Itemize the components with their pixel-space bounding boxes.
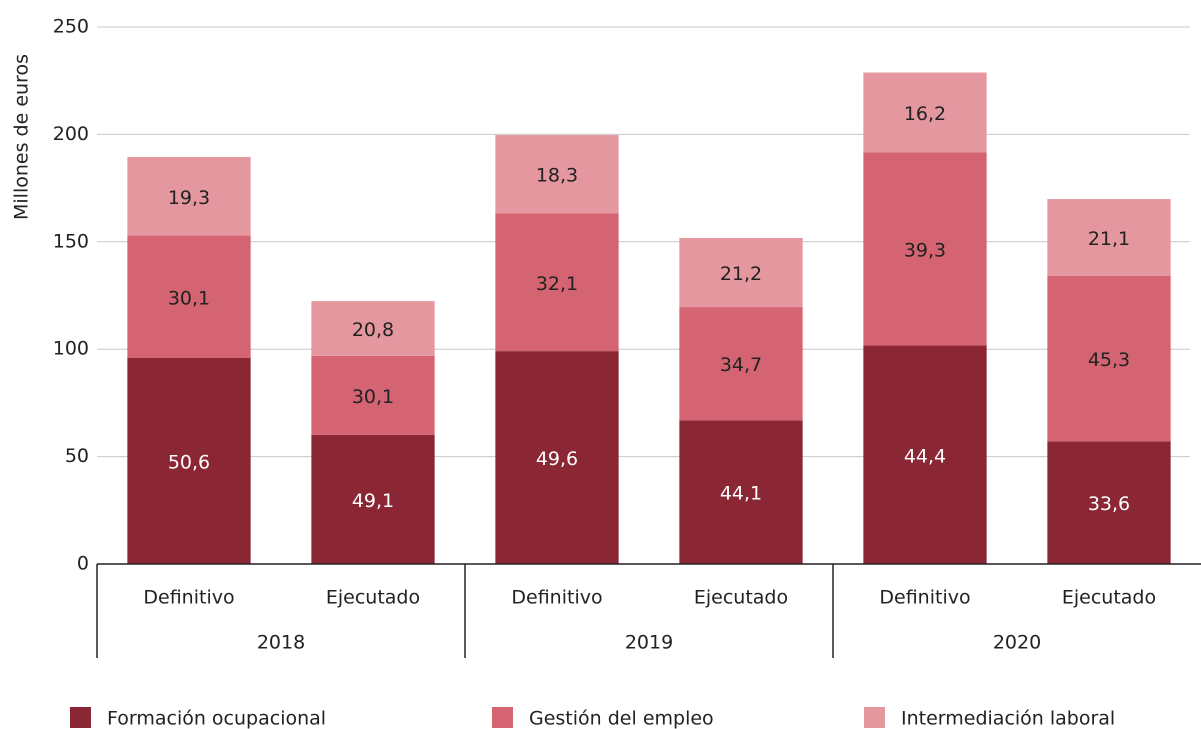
group-label: 2018 bbox=[257, 632, 305, 654]
bar-segment bbox=[1047, 441, 1171, 564]
legend-swatch bbox=[70, 707, 91, 728]
data-label: 21,2 bbox=[720, 263, 762, 285]
data-label: 16,2 bbox=[904, 103, 946, 125]
data-label: 19,3 bbox=[168, 187, 210, 209]
legend-swatch bbox=[864, 707, 885, 728]
bar-segment bbox=[679, 237, 803, 308]
group-label: 2020 bbox=[993, 632, 1041, 654]
y-tick-label: 0 bbox=[77, 553, 89, 575]
data-label: 49,6 bbox=[536, 448, 578, 470]
group-label: 2019 bbox=[625, 632, 673, 654]
data-label: 34,7 bbox=[720, 354, 762, 376]
y-tick-label: 200 bbox=[53, 123, 89, 145]
data-label: 30,1 bbox=[352, 386, 394, 408]
bar-segment bbox=[679, 420, 803, 564]
bar-segment bbox=[495, 213, 619, 352]
data-label: 20,8 bbox=[352, 319, 394, 341]
data-label: 50,6 bbox=[168, 452, 210, 474]
bar-segment bbox=[863, 152, 987, 346]
data-label: 21,1 bbox=[1088, 228, 1130, 250]
x-tick-label: Definitivo bbox=[143, 587, 234, 609]
bar-segment bbox=[863, 72, 987, 153]
bar-segment bbox=[127, 235, 251, 359]
bar-segment bbox=[311, 434, 435, 564]
legend-label: Intermediación laboral bbox=[901, 708, 1115, 729]
legend-swatch bbox=[492, 707, 513, 728]
bar-segment bbox=[311, 301, 435, 356]
y-tick-label: 150 bbox=[53, 230, 89, 252]
y-tick-label: 250 bbox=[53, 16, 89, 38]
bar-segment bbox=[679, 307, 803, 421]
y-tick-label: 100 bbox=[53, 338, 89, 360]
x-tick-label: Definitivo bbox=[879, 587, 970, 609]
bar-segment bbox=[127, 358, 251, 564]
x-tick-label: Ejecutado bbox=[1062, 587, 1156, 609]
data-label: 49,1 bbox=[352, 490, 394, 512]
data-label: 45,3 bbox=[1088, 349, 1130, 371]
bar-segment bbox=[495, 135, 619, 214]
data-label: 33,6 bbox=[1088, 493, 1130, 515]
data-label: 39,3 bbox=[904, 239, 946, 261]
y-tick-label: 50 bbox=[65, 445, 89, 467]
bar-segment bbox=[127, 156, 251, 236]
y-axis-label: Millones de euros bbox=[11, 54, 33, 220]
bar-segment bbox=[1047, 275, 1171, 442]
data-label: 44,4 bbox=[904, 445, 946, 467]
x-tick-label: Ejecutado bbox=[326, 587, 420, 609]
bar-segment bbox=[311, 355, 435, 435]
x-tick-label: Definitivo bbox=[511, 587, 602, 609]
bar-segment bbox=[863, 345, 987, 564]
legend-label: Gestión del empleo bbox=[529, 708, 714, 729]
data-label: 32,1 bbox=[536, 273, 578, 295]
data-label: 30,1 bbox=[168, 287, 210, 309]
bar-segment bbox=[495, 351, 619, 564]
x-tick-label: Ejecutado bbox=[694, 587, 788, 609]
data-label: 18,3 bbox=[536, 165, 578, 187]
bar-segment bbox=[1047, 199, 1171, 276]
data-label: 44,1 bbox=[720, 483, 762, 505]
legend-label: Formación ocupacional bbox=[107, 708, 326, 729]
